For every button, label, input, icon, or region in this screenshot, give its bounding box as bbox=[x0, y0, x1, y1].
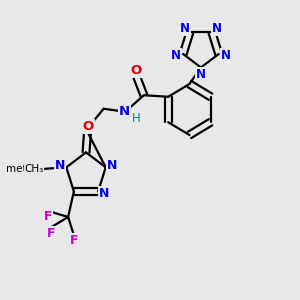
Text: N: N bbox=[171, 49, 181, 62]
Text: N: N bbox=[180, 22, 190, 35]
Text: N: N bbox=[55, 159, 65, 172]
Text: N: N bbox=[212, 22, 222, 35]
Text: F: F bbox=[70, 235, 78, 248]
Text: N: N bbox=[99, 187, 110, 200]
Text: N: N bbox=[221, 49, 231, 62]
Text: F: F bbox=[46, 227, 55, 240]
Text: N: N bbox=[119, 105, 130, 118]
Text: N: N bbox=[196, 68, 206, 81]
Text: methyl: methyl bbox=[6, 164, 42, 173]
Text: N: N bbox=[107, 159, 117, 172]
Text: CH₃: CH₃ bbox=[24, 164, 44, 173]
Text: O: O bbox=[130, 64, 142, 76]
Text: F: F bbox=[44, 211, 52, 224]
Text: O: O bbox=[82, 120, 94, 133]
Text: H: H bbox=[132, 112, 140, 125]
